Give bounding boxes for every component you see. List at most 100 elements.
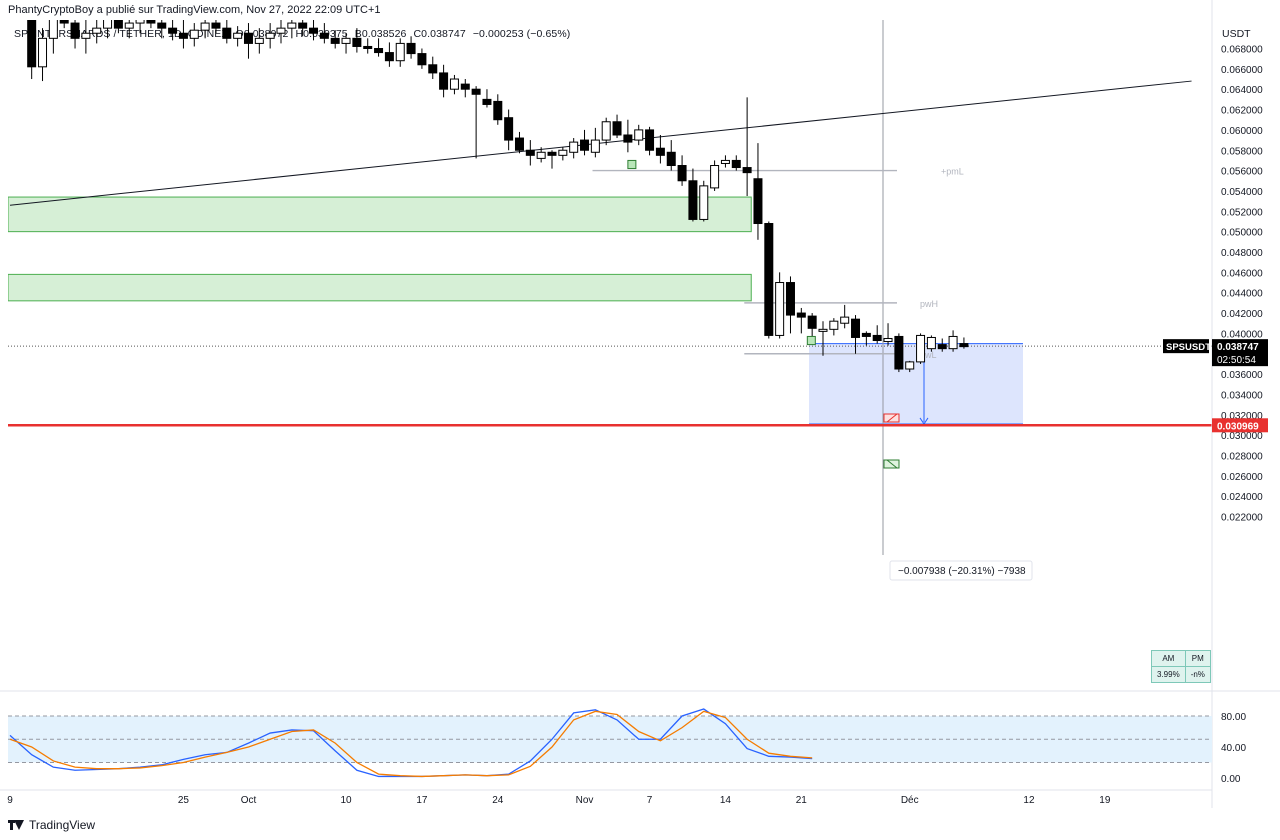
- candle-body-down: [113, 20, 123, 29]
- table-header-am: AM: [1151, 650, 1186, 667]
- candle-body-up: [265, 32, 275, 39]
- candle-body-down: [482, 98, 492, 105]
- candle: [363, 38, 373, 54]
- sell-marker-icon: [883, 413, 900, 423]
- candle-body-up: [601, 121, 611, 141]
- tradingview-logo-icon: [8, 820, 24, 830]
- time-tick-label: 10: [340, 795, 352, 806]
- candle: [959, 337, 969, 349]
- candle: [688, 168, 698, 222]
- level-label-pwL: pwL: [920, 350, 937, 360]
- candle-body-down: [178, 32, 188, 39]
- candle-body-up: [926, 336, 936, 350]
- candle-body-down: [59, 20, 69, 24]
- candle-body-up: [276, 27, 286, 34]
- candle: [731, 155, 741, 171]
- footer-brand-label: TradingView: [29, 818, 96, 832]
- symbol-tag: [1163, 339, 1209, 354]
- candle: [211, 20, 221, 34]
- candle: [309, 20, 319, 41]
- candle: [547, 150, 557, 169]
- support-price-label: 0.030969: [1217, 421, 1259, 432]
- table-value-am: 3.99%: [1151, 666, 1186, 683]
- candle: [861, 331, 871, 346]
- candle-body-up: [905, 361, 915, 370]
- measure-label-box: [889, 560, 1033, 581]
- candle: [699, 180, 709, 222]
- candle-body-up: [558, 149, 568, 156]
- candle: [254, 28, 264, 54]
- candle-body-down: [374, 48, 384, 54]
- candle-body-up: [103, 20, 113, 29]
- candle: [352, 28, 362, 53]
- candle: [655, 134, 665, 164]
- candle: [482, 89, 492, 108]
- legend-change: −0.000253 (−0.65%): [472, 28, 571, 40]
- candle: [785, 276, 795, 334]
- price-tick-label: 0.050000: [1221, 228, 1263, 239]
- candle: [395, 38, 405, 67]
- candle: [937, 338, 947, 352]
- candle-body-down: [612, 121, 622, 136]
- candle-body-down: [514, 137, 524, 151]
- candle: [471, 86, 481, 159]
- candle-body-up: [710, 165, 720, 189]
- candle: [222, 20, 232, 44]
- time-tick-label: 19: [1099, 795, 1111, 806]
- main-pane: +pmL pwH pwL: [8, 20, 1212, 555]
- candle-body-up: [536, 151, 546, 159]
- candle: [59, 20, 69, 29]
- candle-body-down: [623, 134, 633, 143]
- candle: [840, 304, 850, 329]
- price-tick-label: 0.068000: [1221, 45, 1263, 56]
- candle: [677, 155, 687, 186]
- candle-body-up: [254, 37, 264, 44]
- candle-body-down: [471, 88, 481, 95]
- candle-body-down: [146, 20, 156, 24]
- candle: [374, 38, 384, 57]
- candle-body-up: [775, 282, 785, 336]
- candle-body-up: [341, 37, 351, 44]
- candle-body-up: [189, 29, 199, 39]
- candle: [48, 20, 58, 54]
- price-tick-label: 0.058000: [1221, 146, 1263, 157]
- candle-body-up: [135, 20, 145, 24]
- candle-body-down: [937, 344, 947, 350]
- candle: [449, 74, 459, 95]
- candle-body-down: [785, 282, 795, 316]
- time-tick-label: 24: [492, 795, 504, 806]
- candle-body-down: [384, 52, 394, 62]
- candle-body-up: [81, 32, 91, 39]
- candle: [135, 20, 145, 34]
- candle: [70, 20, 80, 49]
- trendline: [9, 80, 1192, 206]
- candle-body-down: [655, 147, 665, 156]
- candle-body-down: [764, 223, 774, 336]
- candle: [233, 26, 243, 47]
- highlight-candle: [806, 335, 816, 346]
- measure-label: −0.007938 (−20.31%) −7938: [898, 566, 1026, 577]
- candle: [406, 36, 416, 59]
- candle-body-down: [211, 22, 221, 29]
- candle: [710, 160, 720, 191]
- candle: [851, 315, 861, 354]
- candle: [580, 129, 590, 156]
- table-header-pm: PM: [1184, 650, 1211, 667]
- candle-body-up: [948, 335, 958, 350]
- candle-body-down: [645, 129, 655, 151]
- candle-body-up: [634, 129, 644, 141]
- candle: [775, 272, 785, 339]
- oscillator-tick-label: 80.00: [1221, 712, 1246, 723]
- measure-box: [809, 343, 1023, 424]
- candle: [178, 20, 188, 49]
- candle-body-down: [688, 180, 698, 220]
- candle: [872, 325, 882, 344]
- candle: [590, 127, 600, 158]
- candle-body-down: [157, 22, 167, 29]
- candle-body-down: [27, 20, 37, 68]
- candle: [243, 23, 253, 59]
- price-tick-label: 0.030000: [1221, 431, 1263, 442]
- oscillator-tick-label: 40.00: [1221, 743, 1246, 754]
- candle: [330, 30, 340, 49]
